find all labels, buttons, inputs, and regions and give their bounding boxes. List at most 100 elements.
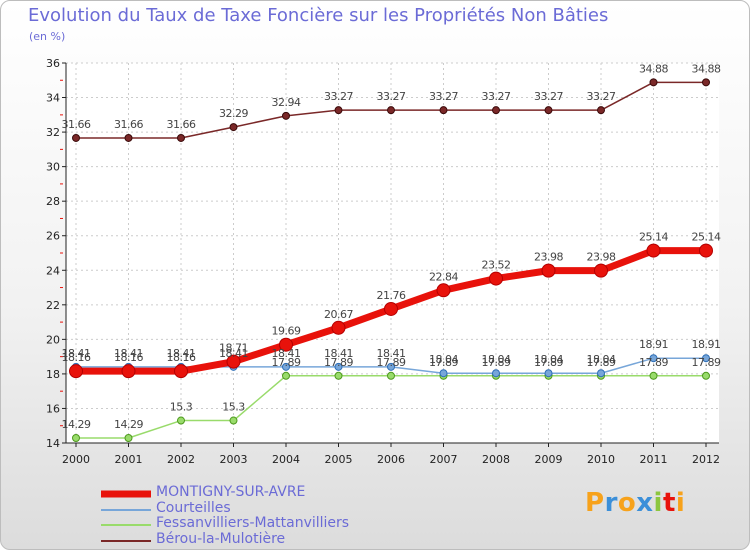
series-point-3 bbox=[702, 78, 710, 87]
data-label: 34.88 bbox=[639, 62, 668, 75]
x-tick-label: 2000 bbox=[62, 453, 90, 466]
series-point-2 bbox=[334, 371, 343, 380]
y-tick-label: 28 bbox=[46, 195, 60, 208]
data-label: 21.76 bbox=[377, 289, 406, 302]
data-label: 33.27 bbox=[587, 90, 616, 103]
x-tick-label: 2003 bbox=[220, 453, 248, 466]
data-label: 22.84 bbox=[429, 270, 458, 283]
series-point-3 bbox=[439, 106, 448, 115]
legend-label-0: MONTIGNY-SUR-AVRE bbox=[156, 484, 306, 500]
data-label: 33.27 bbox=[534, 90, 563, 103]
logo-letter: r bbox=[604, 488, 618, 518]
data-label: 18.41 bbox=[272, 347, 301, 360]
data-label: 18.04 bbox=[534, 353, 563, 366]
data-label: 31.66 bbox=[167, 118, 196, 131]
data-label: 17.89 bbox=[482, 356, 511, 369]
logo-letter: i bbox=[675, 488, 686, 518]
data-label: 34.88 bbox=[692, 62, 721, 75]
series-point-3 bbox=[282, 111, 290, 120]
series-point-0 bbox=[174, 364, 188, 379]
series-point-3 bbox=[177, 133, 185, 142]
series-point-3 bbox=[649, 78, 658, 87]
logo-letter: x bbox=[636, 488, 654, 518]
data-label: 15.3 bbox=[170, 401, 193, 414]
y-tick-label: 18 bbox=[46, 368, 60, 381]
series-point-2 bbox=[124, 433, 133, 442]
series-point-3 bbox=[124, 133, 133, 142]
x-tick-label: 2005 bbox=[325, 453, 353, 466]
y-tick-label: 36 bbox=[46, 57, 60, 70]
data-label: 14.29 bbox=[114, 418, 143, 431]
series-point-2 bbox=[282, 371, 290, 380]
data-label: 18.41 bbox=[219, 347, 248, 360]
series-point-3 bbox=[334, 106, 343, 115]
series-point-0 bbox=[384, 301, 398, 316]
series-point-0 bbox=[69, 364, 83, 379]
series-point-0 bbox=[646, 243, 661, 258]
data-label: 17.89 bbox=[534, 356, 563, 369]
data-label: 18.41 bbox=[167, 347, 196, 360]
data-label: 18.91 bbox=[692, 338, 721, 351]
x-tick-label: 2009 bbox=[535, 453, 563, 466]
data-label: 18.41 bbox=[324, 347, 353, 360]
x-tick-label: 2004 bbox=[272, 453, 300, 466]
data-label: 17.89 bbox=[587, 356, 616, 369]
series-point-0 bbox=[489, 271, 503, 286]
data-label: 15.3 bbox=[222, 401, 245, 414]
series-point-3 bbox=[544, 106, 553, 115]
series-point-2 bbox=[702, 371, 710, 380]
series-point-2 bbox=[649, 371, 658, 380]
y-tick-label: 20 bbox=[46, 333, 60, 346]
plot-area bbox=[66, 63, 719, 443]
series-point-3 bbox=[597, 106, 605, 115]
x-tick-label: 2001 bbox=[115, 453, 143, 466]
legend-label-1: Courteilles bbox=[156, 500, 231, 516]
series-point-1 bbox=[387, 362, 395, 371]
series-point-2 bbox=[229, 416, 238, 425]
x-tick-label: 2010 bbox=[587, 453, 615, 466]
series-point-1 bbox=[439, 369, 448, 378]
data-label: 33.27 bbox=[429, 90, 458, 103]
series-point-0 bbox=[331, 320, 346, 335]
data-label: 33.27 bbox=[377, 90, 406, 103]
series-point-3 bbox=[492, 106, 500, 115]
data-label: 23.98 bbox=[587, 251, 616, 264]
y-tick-label: 24 bbox=[46, 264, 60, 277]
data-label: 17.89 bbox=[429, 356, 458, 369]
unit-label: (en %) bbox=[29, 30, 66, 43]
y-tick-label: 14 bbox=[46, 437, 60, 450]
y-tick-label: 30 bbox=[46, 161, 60, 174]
data-label: 33.27 bbox=[324, 90, 353, 103]
data-label: 33.27 bbox=[482, 90, 511, 103]
data-label: 20.67 bbox=[324, 308, 353, 321]
proxiti-logo: Proxiti bbox=[585, 488, 685, 518]
data-label: 18.41 bbox=[377, 347, 406, 360]
y-tick-label: 32 bbox=[46, 126, 60, 139]
data-label: 31.66 bbox=[62, 118, 91, 131]
series-point-2 bbox=[387, 371, 395, 380]
legend-label-2: Fessanvilliers-Mattanvilliers bbox=[156, 515, 350, 531]
data-label: 25.14 bbox=[639, 231, 668, 244]
series-point-2 bbox=[177, 416, 185, 425]
data-label: 23.52 bbox=[482, 259, 511, 272]
series-point-0 bbox=[121, 364, 136, 379]
legend-label-3: Bérou-la-Mulotière bbox=[156, 531, 286, 547]
series-point-0 bbox=[279, 337, 293, 352]
series-point-0 bbox=[226, 354, 241, 369]
y-tick-label: 26 bbox=[46, 230, 60, 243]
logo-letter: i bbox=[653, 488, 663, 518]
series-point-1 bbox=[544, 369, 553, 378]
data-label: 18.16 bbox=[167, 351, 196, 364]
x-tick-label: 2012 bbox=[692, 453, 720, 466]
series-point-1 bbox=[649, 354, 658, 363]
data-label: 18.41 bbox=[62, 347, 91, 360]
series-point-1 bbox=[597, 369, 605, 378]
series-point-1 bbox=[282, 362, 290, 371]
x-tick-label: 2011 bbox=[640, 453, 668, 466]
data-label: 17.89 bbox=[324, 356, 353, 369]
series-point-0 bbox=[699, 243, 713, 258]
series-point-2 bbox=[72, 433, 80, 442]
data-label: 23.98 bbox=[534, 251, 563, 264]
logo-letter: o bbox=[617, 488, 637, 518]
